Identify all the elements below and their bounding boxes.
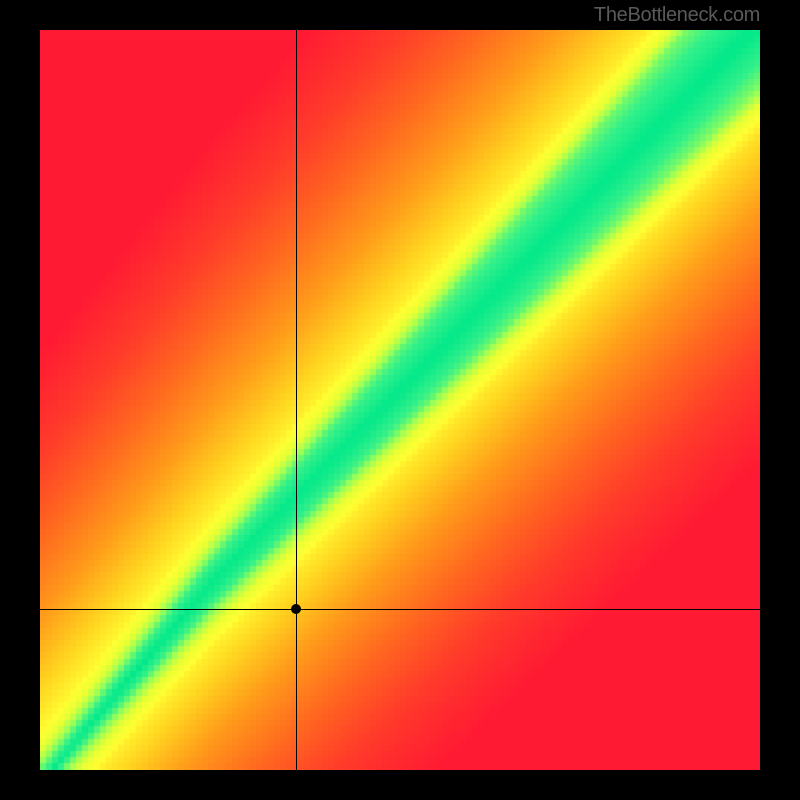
crosshair-horizontal	[40, 609, 760, 610]
heatmap-canvas	[40, 30, 760, 770]
data-point-marker	[291, 604, 301, 614]
crosshair-vertical	[296, 30, 297, 770]
heatmap-plot	[40, 30, 760, 770]
attribution-text: TheBottleneck.com	[594, 4, 760, 27]
chart-container: TheBottleneck.com	[0, 0, 800, 800]
